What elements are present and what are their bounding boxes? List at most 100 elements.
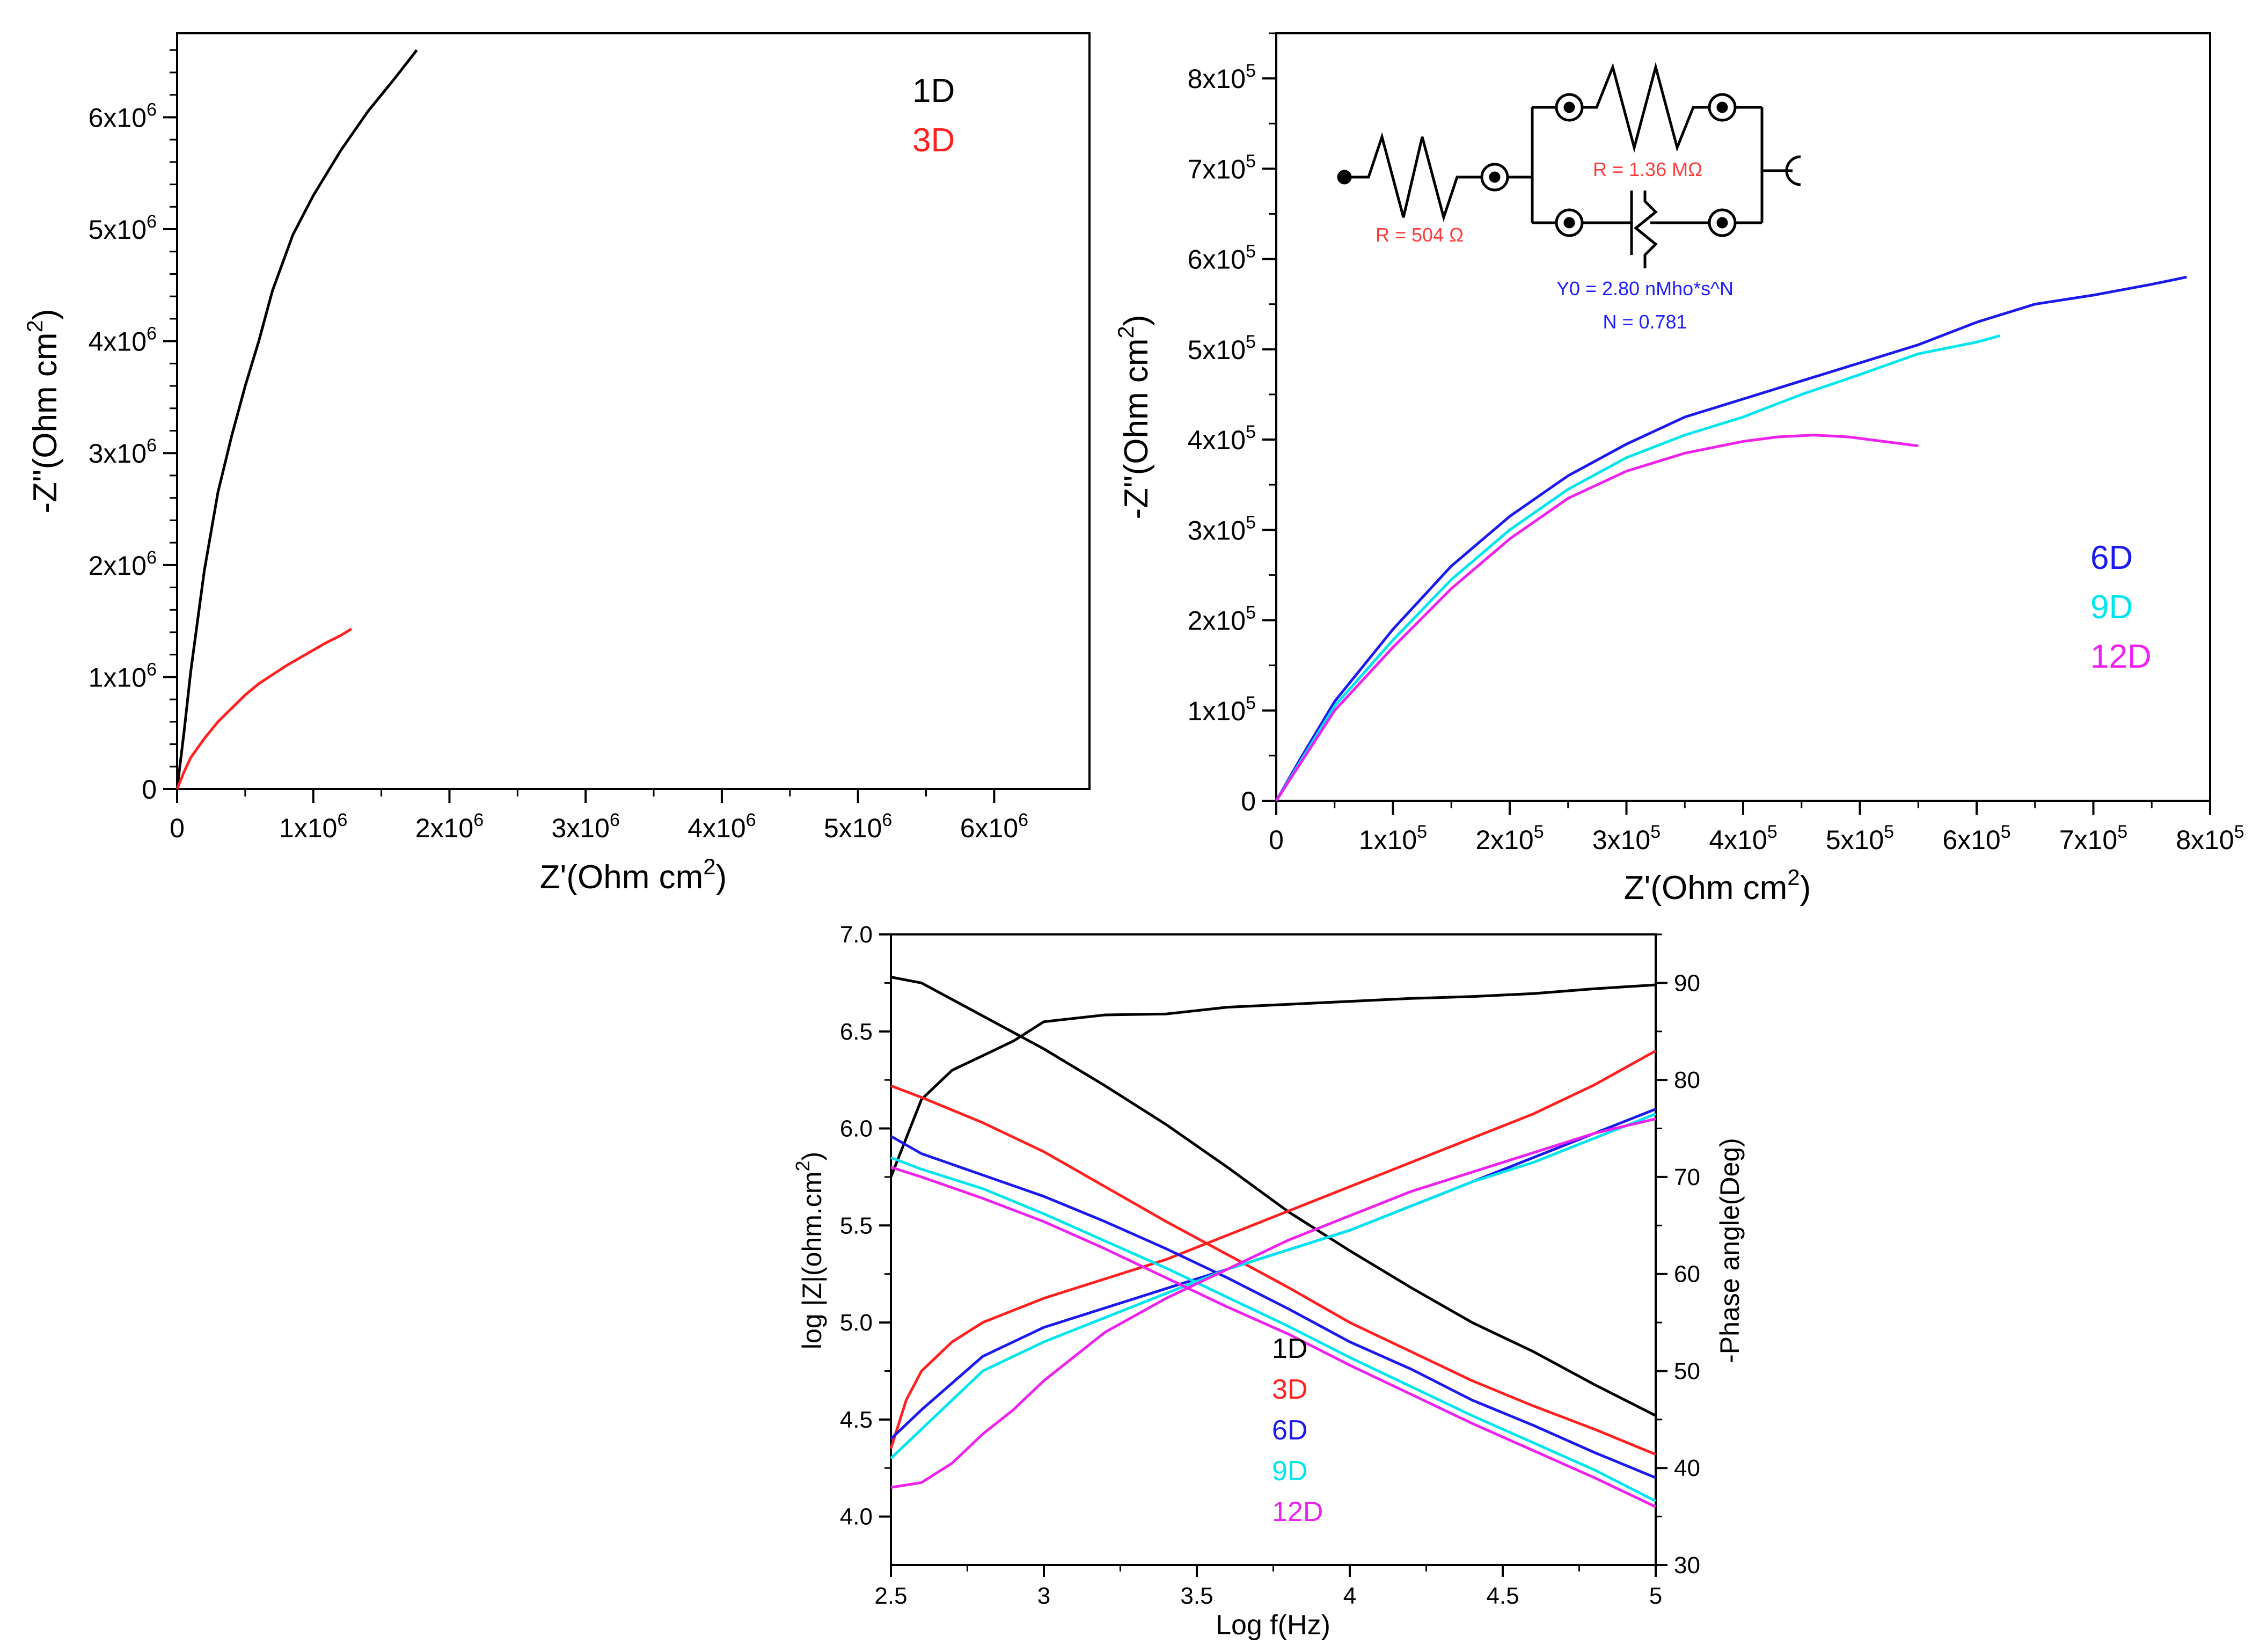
node-circle-left: [1480, 163, 1509, 192]
circuit-label-r-solution: R = 504 Ω: [1376, 224, 1464, 246]
series-line-3D-phase: [889, 1049, 1657, 1449]
tick-label-base: 0: [142, 774, 157, 805]
y-axis-label-left: log |Z|(ohm.cm2): [792, 1152, 827, 1349]
series-line-9D--Z-: [890, 1156, 1657, 1502]
y-tick-label-left: 4.0: [840, 1504, 873, 1530]
y-ticks-left: 4.0 4.5 5.0 5.5 6.0 6.5 7.0: [840, 922, 891, 1530]
x-tick-label: 3.5: [1180, 1583, 1213, 1609]
circuit-terminal-start: [1337, 170, 1352, 185]
tick-label-base: 0: [1269, 825, 1284, 855]
x-tick-label: 1x106: [279, 810, 347, 843]
tick-label-base: 70: [1674, 1164, 1700, 1190]
y-tick-label-right: 50: [1674, 1358, 1700, 1384]
y-tick-label: 5x105: [1188, 332, 1256, 365]
tick-label-base: 30: [1674, 1552, 1700, 1578]
y-tick-label: 0: [142, 774, 157, 805]
x-tick-label: 4.5: [1486, 1583, 1519, 1609]
circuit-terminal-end: [1785, 155, 1801, 186]
legend-entry-1D: 1D: [1272, 1333, 1307, 1364]
y-tick-label-right: 60: [1674, 1261, 1700, 1288]
tick-label-base: 3x10: [1188, 515, 1246, 545]
node-circle: [1708, 208, 1737, 237]
tick-label-base: 80: [1674, 1067, 1700, 1093]
legend-entry-12D: 12D: [2090, 638, 2152, 675]
bode-plot: 2.5 3 3.5 4 4.5 5 4.0 4.5 5.0 5.5 6.0 6.5 7.0 30 40 5…: [792, 922, 1745, 1641]
tick-label-base: 8x10: [1188, 64, 1246, 94]
plot-series: [175, 49, 418, 790]
tick-label-base: 1x10: [1359, 825, 1417, 855]
x-axis-label: Z'(Ohm cm2): [1624, 865, 1811, 907]
y-tick-label: 2x106: [89, 547, 157, 581]
y-tick-label-left: 6.0: [840, 1116, 873, 1142]
tick-label-base: 1x10: [1188, 696, 1246, 726]
tick-label-exponent: 6: [147, 324, 157, 344]
legend: 6D 9D 12D: [2090, 539, 2152, 675]
y-tick-label-left: 6.5: [840, 1019, 873, 1045]
y-tick-label: 7x105: [1188, 151, 1256, 184]
tick-label-base: 2x10: [89, 551, 147, 581]
tick-label-exponent: 6: [147, 435, 157, 456]
tick-label-base: 7x10: [2059, 825, 2117, 855]
tick-label-exponent: 5: [1246, 693, 1256, 713]
circuit-label-cpe-n: N = 0.781: [1603, 311, 1687, 333]
tick-label-exponent: 6: [147, 547, 157, 568]
y-tick-label-right: 30: [1674, 1552, 1700, 1578]
x-axis-label: Z'(Ohm cm2): [540, 854, 727, 896]
y-tick-label-left: 7.0: [840, 922, 873, 948]
tick-label-base: 3.5: [1180, 1583, 1213, 1609]
x-tick-label: 1x105: [1359, 822, 1427, 855]
plot-frame: [176, 32, 1091, 790]
tick-label-base: 7x10: [1188, 154, 1246, 184]
tick-label-base: 5.5: [840, 1212, 873, 1239]
tick-label-base: 3x10: [89, 438, 147, 469]
x-tick-label: 4x106: [687, 810, 756, 843]
tick-label-base: 0: [1241, 786, 1256, 816]
y-tick-label: 1x106: [89, 659, 157, 692]
y-axis-label-right: -Phase angle(Deg): [1715, 1138, 1745, 1363]
tick-label-base: 90: [1674, 970, 1700, 996]
series-line-6D: [1275, 275, 2188, 802]
tick-label-base: 4x10: [687, 813, 745, 843]
tick-label-exponent: 5: [1884, 822, 1894, 842]
y-tick-label: 6x105: [1188, 242, 1256, 275]
x-ticks: 0 1x105 2x105 3x105 4x105 5x105 6x105 7x105 8x10…: [1269, 801, 2244, 855]
legend-entry-3D: 3D: [912, 122, 955, 159]
series-line-6D--Z-: [890, 1135, 1656, 1479]
tick-label-base: 2x10: [1475, 825, 1533, 855]
tick-label-base: 2.5: [874, 1583, 907, 1609]
y-tick-label-right: 80: [1674, 1067, 1700, 1093]
tick-label-exponent: 5: [2234, 822, 2244, 842]
circuit-label-r-parallel: R = 1.36 MΩ: [1593, 158, 1702, 180]
tick-label-exponent: 6: [147, 99, 157, 120]
tick-label-base: 4.0: [840, 1504, 873, 1530]
x-tick-label: 6x106: [960, 810, 1028, 843]
series-line-1D-phase: [889, 983, 1656, 1178]
y-tick-label: 8x105: [1188, 61, 1256, 94]
x-tick-label: 2.5: [874, 1583, 907, 1609]
series-line-9D-phase: [890, 1113, 1656, 1460]
series-line-12D-phase: [890, 1117, 1656, 1489]
y-tick-label: 1x105: [1188, 693, 1256, 726]
nyquist-plot-6d-9d-12d: 0 1x105 2x105 3x105 4x105 5x105 6x105 7x105 8x10…: [1113, 32, 2244, 907]
x-ticks: 0 1x106 2x106 3x106 4x106 5x106 6x106: [170, 789, 1028, 843]
tick-label-base: 4.5: [840, 1407, 873, 1433]
tick-label-base: 5.0: [840, 1310, 873, 1336]
tick-label-base: 1x10: [279, 813, 337, 843]
tick-label-exponent: 5: [1246, 422, 1256, 442]
tick-label-base: 5x10: [824, 813, 882, 843]
plot-series: [889, 976, 1657, 1508]
tick-label-exponent: 5: [1650, 822, 1661, 842]
y-tick-label: 3x106: [89, 435, 157, 469]
legend-entry-6D: 6D: [1272, 1415, 1307, 1446]
y-tick-label-right: 70: [1674, 1164, 1700, 1190]
tick-label-exponent: 5: [1246, 242, 1256, 262]
tick-label-base: 4x10: [1709, 825, 1767, 855]
tick-label-base: 6x10: [960, 813, 1018, 843]
y-ticks: 01x1052x1053x1054x1055x1056x1057x1058x10…: [1188, 32, 1276, 816]
y-tick-label: 4x105: [1188, 422, 1256, 455]
tick-label-base: 6x10: [89, 103, 147, 133]
tick-label-exponent: 5: [1246, 151, 1256, 171]
tick-label-exponent: 5: [1534, 822, 1544, 842]
